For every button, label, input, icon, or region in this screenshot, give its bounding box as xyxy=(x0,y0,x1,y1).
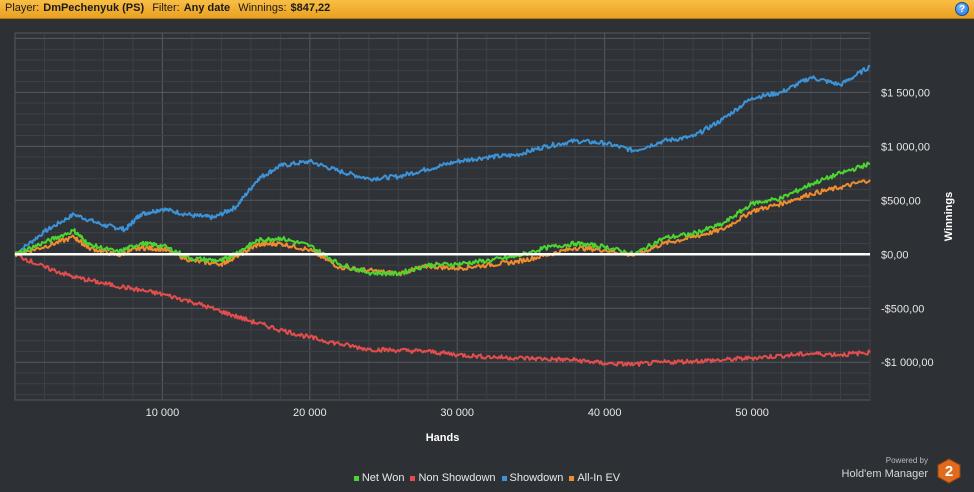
y-tick-label: -$500,00 xyxy=(881,303,924,315)
filter-bar: Player: DmPechenyuk (PS) Filter: Any date … xyxy=(0,0,974,19)
x-axis-title: Hands xyxy=(426,432,460,444)
legend-label: Showdown xyxy=(509,472,564,484)
axis-ticks: 10 000 20 000 30 000 40 000 50 000 $1 500,00 $… xyxy=(146,87,934,419)
legend-label: Non Showdown xyxy=(418,472,496,484)
x-tick-label: 40 000 xyxy=(588,407,622,419)
series-layer xyxy=(14,64,871,367)
winnings-label: Winnings: xyxy=(238,2,287,14)
plot-area xyxy=(14,32,871,401)
filter-value[interactable]: Any date xyxy=(183,2,231,14)
legend-label: Net Won xyxy=(361,472,405,484)
winnings-value: $847,22 xyxy=(290,2,331,14)
legend-swatch xyxy=(569,475,575,481)
legend-swatch xyxy=(501,475,507,481)
player-label: Player: xyxy=(5,2,40,14)
legend-item-all-in-ev[interactable]: All-In EV xyxy=(569,472,620,484)
brand-name: Hold'em Manager xyxy=(841,468,928,480)
series-line-showdown xyxy=(14,64,871,256)
x-tick-label: 30 000 xyxy=(440,407,474,419)
winnings-chart: 10 000 20 000 30 000 40 000 50 000 $1 500,00 $… xyxy=(14,32,955,444)
series-line-non-showdown xyxy=(14,253,871,367)
y-tick-label: $1 000,00 xyxy=(881,141,930,153)
legend-swatch xyxy=(410,475,416,481)
legend-label: All-In EV xyxy=(577,472,621,484)
y-tick-label: $0,00 xyxy=(881,249,909,261)
series-line-net-won xyxy=(14,161,871,277)
powered-by-text: Powered by xyxy=(885,456,928,465)
y-tick-label: $500,00 xyxy=(881,195,921,207)
logo-text: 2 xyxy=(945,463,953,480)
legend-item-non-showdown[interactable]: Non Showdown xyxy=(410,472,496,484)
legend-swatch xyxy=(353,475,359,481)
hem-logo-icon: 2 xyxy=(937,458,961,484)
x-tick-label: 10 000 xyxy=(146,407,180,419)
y-tick-label: $1 500,00 xyxy=(881,87,930,99)
brand-logo: Powered by Hold'em Manager 2 xyxy=(837,456,962,486)
series-line-all-in-ev xyxy=(14,179,871,277)
legend-item-showdown[interactable]: Showdown xyxy=(501,472,564,484)
x-tick-label: 50 000 xyxy=(735,407,769,419)
y-axis-title: Winnings xyxy=(943,192,955,241)
y-tick-label: -$1 000,00 xyxy=(881,357,934,369)
x-tick-label: 20 000 xyxy=(293,407,327,419)
player-value[interactable]: DmPechenyuk (PS) xyxy=(43,2,145,14)
legend-item-net-won[interactable]: Net Won xyxy=(353,472,405,484)
legend: Net Won Non Showdown Showdown All-In EV xyxy=(0,472,974,484)
help-icon[interactable]: ? xyxy=(955,2,969,16)
filter-label: Filter: xyxy=(152,2,180,14)
